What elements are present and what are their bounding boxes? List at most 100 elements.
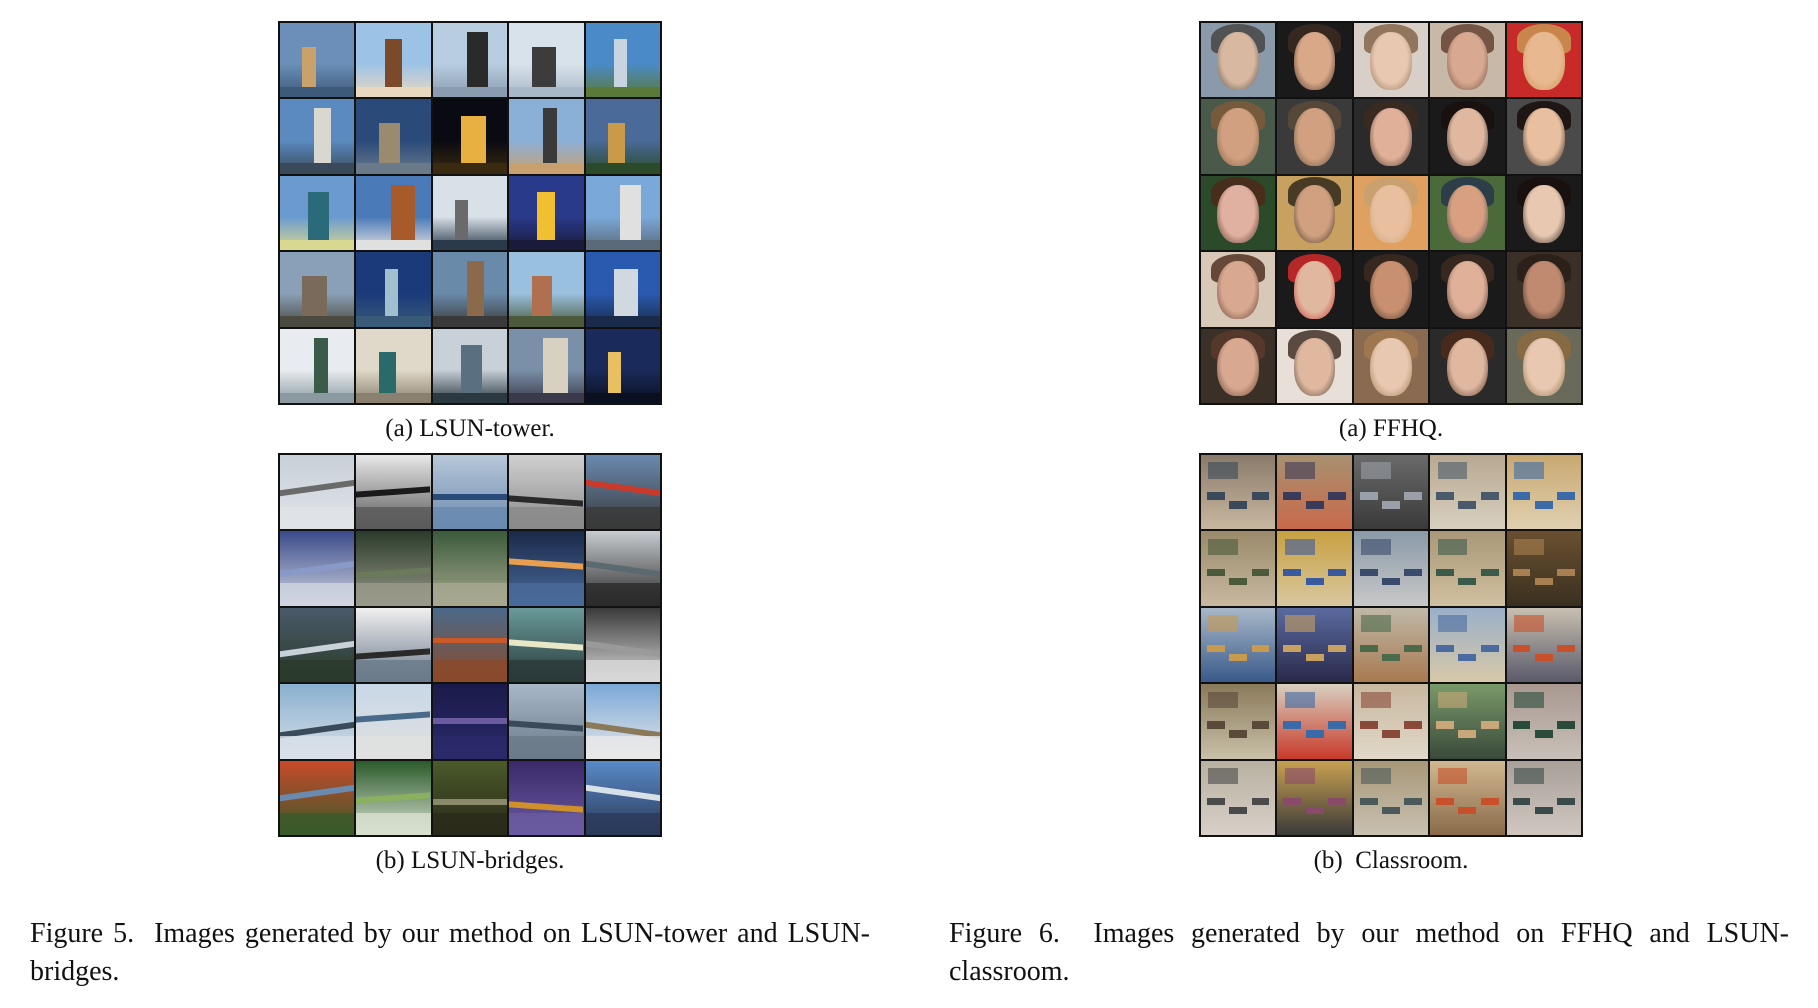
bridge-sample-image (356, 760, 431, 835)
tower-sample-image (585, 328, 660, 403)
face-sample-image (1430, 23, 1505, 98)
tower-sample-image (280, 23, 355, 98)
bridge-sample-image (585, 760, 660, 835)
bridge-sample-image (585, 455, 660, 530)
tower-sample-image (432, 99, 508, 174)
subfigure-caption-lsun-bridges: (b) LSUN-bridges. (375, 847, 565, 874)
face-sample-image (1353, 23, 1429, 98)
bridge-sample-image (509, 760, 584, 835)
classroom-sample-image (1277, 607, 1352, 683)
tower-sample-image (585, 252, 660, 327)
classroom-sample-image (1430, 684, 1505, 759)
tower-sample-image (432, 23, 508, 98)
tower-sample-image (432, 252, 508, 327)
figure-5-caption-text: Images generated by our method on LSUN-t… (30, 918, 871, 987)
bridge-sample-image (432, 531, 508, 606)
bridge-sample-image (509, 607, 584, 683)
bridge-sample-image (509, 684, 584, 759)
face-sample-image (1353, 328, 1429, 403)
bridge-sample-image (432, 684, 508, 759)
face-sample-image (1430, 99, 1505, 174)
classroom-sample-image (1277, 684, 1352, 759)
face-sample-image (1277, 252, 1352, 327)
face-sample-image (1201, 175, 1276, 251)
bridge-sample-image (509, 531, 584, 606)
tower-sample-image (509, 23, 584, 98)
classroom-sample-image (1277, 760, 1352, 835)
classroom-sample-image (1353, 455, 1429, 530)
figure-6-caption-text: Images generated by our method on FFHQ a… (949, 918, 1790, 987)
face-sample-image (1277, 99, 1352, 174)
bridge-sample-image (432, 760, 508, 835)
face-sample-image (1506, 23, 1581, 98)
figure-5-caption: Figure 5. Images generated by our method… (30, 915, 870, 991)
bridge-sample-image (356, 607, 431, 683)
subfigure-caption-lsun-tower: (a) LSUN-tower. (385, 415, 555, 442)
bridge-sample-image (585, 531, 660, 606)
classroom-image-grid (1199, 453, 1583, 837)
face-sample-image (1353, 252, 1429, 327)
classroom-sample-image (1201, 607, 1276, 683)
face-sample-image (1506, 99, 1581, 174)
tower-sample-image (356, 252, 431, 327)
tower-sample-image (356, 23, 431, 98)
face-sample-image (1277, 23, 1352, 98)
classroom-sample-image (1430, 760, 1505, 835)
bridge-sample-image (432, 607, 508, 683)
face-sample-image (1506, 175, 1581, 251)
face-sample-image (1353, 99, 1429, 174)
face-sample-image (1277, 328, 1352, 403)
classroom-sample-image (1353, 760, 1429, 835)
classroom-sample-image (1201, 684, 1276, 759)
tower-sample-image (585, 23, 660, 98)
lsun-bridges-image-grid (278, 453, 662, 837)
face-sample-image (1277, 175, 1352, 251)
tower-sample-image (280, 328, 355, 403)
classroom-sample-image (1353, 607, 1429, 683)
classroom-sample-image (1277, 455, 1352, 530)
bridge-sample-image (509, 455, 584, 530)
bridge-sample-image (432, 455, 508, 530)
tower-sample-image (509, 175, 584, 251)
classroom-sample-image (1201, 531, 1276, 606)
bridge-sample-image (585, 607, 660, 683)
face-sample-image (1430, 175, 1505, 251)
subfigure-caption-ffhq: (a) FFHQ. (1338, 415, 1444, 442)
classroom-sample-image (1430, 531, 1505, 606)
bridge-sample-image (356, 684, 431, 759)
classroom-sample-image (1506, 684, 1581, 759)
classroom-sample-image (1506, 531, 1581, 606)
face-sample-image (1201, 328, 1276, 403)
tower-sample-image (432, 328, 508, 403)
figure-6-label: Figure 6. (949, 918, 1060, 949)
bridge-sample-image (585, 684, 660, 759)
face-sample-image (1201, 23, 1276, 98)
tower-sample-image (509, 252, 584, 327)
bridge-sample-image (280, 531, 355, 606)
bridge-sample-image (280, 760, 355, 835)
face-sample-image (1430, 252, 1505, 327)
classroom-sample-image (1506, 455, 1581, 530)
figure-6-caption: Figure 6. Images generated by our method… (949, 915, 1789, 991)
face-sample-image (1430, 328, 1505, 403)
ffhq-image-grid (1199, 21, 1583, 405)
classroom-sample-image (1277, 531, 1352, 606)
classroom-sample-image (1201, 455, 1276, 530)
classroom-sample-image (1506, 760, 1581, 835)
bridge-sample-image (356, 455, 431, 530)
classroom-sample-image (1353, 531, 1429, 606)
classroom-sample-image (1201, 760, 1276, 835)
tower-sample-image (509, 99, 584, 174)
tower-sample-image (356, 99, 431, 174)
tower-sample-image (280, 252, 355, 327)
tower-sample-image (280, 175, 355, 251)
bridge-sample-image (280, 684, 355, 759)
tower-sample-image (585, 99, 660, 174)
face-sample-image (1201, 99, 1276, 174)
face-sample-image (1353, 175, 1429, 251)
bridge-sample-image (280, 455, 355, 530)
bridge-sample-image (356, 531, 431, 606)
tower-sample-image (432, 175, 508, 251)
bridge-sample-image (280, 607, 355, 683)
face-sample-image (1506, 252, 1581, 327)
